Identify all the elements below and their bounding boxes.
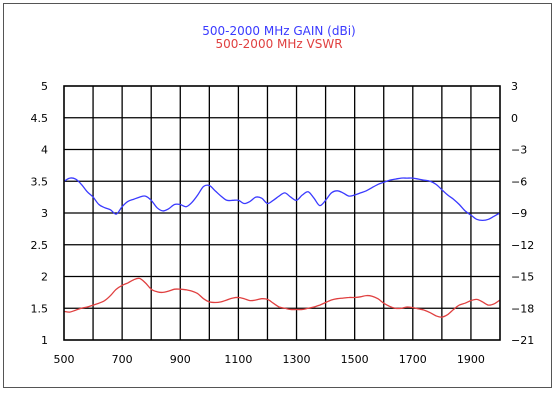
x-tick-label: 1700 [399, 353, 427, 366]
right-tick-label: −12 [511, 239, 534, 252]
x-tick-label: 1900 [457, 353, 485, 366]
x-tick-label: 1100 [224, 353, 252, 366]
right-tick-label: −15 [511, 271, 534, 284]
chart-title-2: 500-2000 MHz VSWR [215, 37, 342, 51]
x-tick-label: 500 [54, 353, 75, 366]
grid-lines [64, 86, 500, 340]
chart-frame: 500-2000 MHz GAIN (dBi) 500-2000 MHz VSWR… [3, 3, 552, 388]
x-tick-label: 700 [112, 353, 133, 366]
gain-series-line [63, 177, 501, 222]
right-tick-label: −18 [511, 302, 534, 315]
x-tick-label: 1500 [341, 353, 369, 366]
left-tick-label: 2 [41, 271, 48, 284]
left-tick-label: 2.5 [31, 239, 49, 252]
right-tick-label: −3 [511, 144, 527, 157]
x-tick-label: 1300 [283, 353, 311, 366]
chart-title-1: 500-2000 MHz GAIN (dBi) [202, 24, 355, 38]
left-tick-label: 3.5 [31, 175, 49, 188]
series-lines [63, 177, 501, 318]
plot-area-border [63, 85, 501, 341]
x-tick-label: 900 [170, 353, 191, 366]
x-axis-tick-labels: 500 700 900 1100 1300 1500 1700 1900 [54, 353, 485, 366]
left-tick-label: 1.5 [31, 302, 49, 315]
vswr-series-line [63, 277, 501, 318]
dual-axis-line-chart: 500-2000 MHz GAIN (dBi)500-2000 MHz VSWR… [31, 24, 535, 366]
right-axis-tick-labels: −21 −18 −15 −12 −9 −6 −3 0 3 [511, 80, 534, 347]
left-tick-label: 4.5 [31, 112, 49, 125]
right-tick-label: −6 [511, 175, 527, 188]
right-tick-label: −9 [511, 207, 527, 220]
right-tick-label: 3 [511, 80, 518, 93]
left-tick-label: 3 [41, 207, 48, 220]
chart-titles: 500-2000 MHz GAIN (dBi)500-2000 MHz VSWR [202, 24, 355, 51]
right-tick-label: −21 [511, 334, 534, 347]
left-tick-label: 5 [41, 80, 48, 93]
left-axis-tick-labels: 1 1.5 2 2.5 3 3.5 4 4.5 5 [31, 80, 49, 347]
right-tick-label: 0 [511, 112, 518, 125]
left-tick-label: 1 [41, 334, 48, 347]
left-tick-label: 4 [41, 144, 48, 157]
